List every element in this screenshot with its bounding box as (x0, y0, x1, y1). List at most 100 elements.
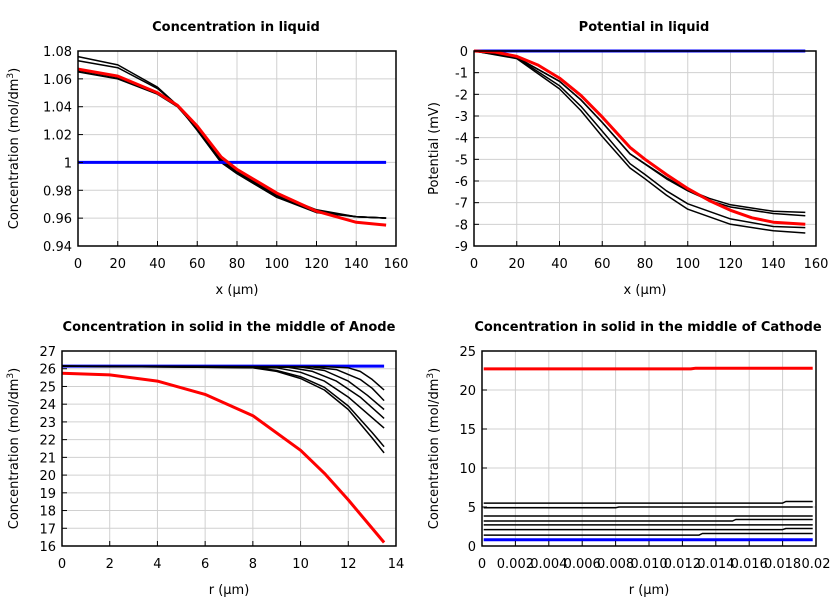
x-tick-label: 0 (58, 557, 66, 572)
y-tick-label: 17 (39, 522, 56, 537)
y-tick-label: -6 (455, 175, 468, 190)
x-tick-label: 100 (675, 257, 700, 272)
x-tick-label: 80 (637, 257, 654, 272)
x-tick-label: 140 (761, 257, 786, 272)
y-tick-label: -2 (455, 88, 468, 103)
x-tick-label: 4 (153, 557, 161, 572)
subplot-2: 0 20 40 60 80 100 120 140 160 -9 -8 -7 -6 -5 -4 -3 -2 -1 0… (427, 20, 828, 298)
x-tick-label: 100 (264, 257, 289, 272)
series-line-2 (77, 60, 387, 219)
y-tick-label: 1.02 (43, 129, 72, 144)
x-tick-label: 60 (189, 257, 206, 272)
y-axis-label: Concentration (mol/dm3) (426, 368, 442, 530)
series-line-6 (77, 67, 387, 227)
y-tick-label: -3 (455, 110, 468, 125)
x-tick-label: 140 (344, 257, 369, 272)
x-tick-label: 120 (718, 257, 743, 272)
y-axis-label-end: ) (7, 368, 22, 373)
x-tick-label: 20 (109, 257, 126, 272)
y-axis-label-text: Concentration (mol/dm (427, 379, 442, 530)
y-tick-label: 24 (39, 398, 56, 413)
y-axis-label-text: Potential (mV) (427, 102, 442, 195)
x-tick-label: 0.012 (664, 557, 701, 572)
y-tick-label: 0.96 (43, 212, 72, 227)
y-tick-label: 1.08 (43, 45, 72, 60)
x-axis-label: r (µm) (629, 583, 670, 598)
x-tick-label: 6 (201, 557, 209, 572)
x-tick-label: 60 (594, 257, 611, 272)
x-tick-label: 10 (292, 557, 309, 572)
chart-title: Concentration in solid in the middle of … (474, 320, 822, 335)
x-tick-label: 0.018 (764, 557, 801, 572)
subplot-3: 0 2 4 6 8 10 12 14161718192021222324252627Conce… (6, 320, 404, 598)
x-tick-label: 160 (804, 257, 829, 272)
y-tick-label: -1 (455, 67, 468, 82)
subplot-4: 0 0.0020.0040.0060.0080.0100.0120.0140.01… (426, 320, 830, 598)
chart-title: Potential in liquid (579, 20, 710, 35)
series-line-2 (473, 50, 806, 217)
y-tick-label: 25 (39, 380, 56, 395)
x-tick-label: 0.014 (697, 557, 734, 572)
y-axis-label-sup: 3 (6, 373, 16, 379)
chart-title: Concentration in solid in the middle of … (63, 320, 396, 335)
x-tick-label: 14 (388, 557, 405, 572)
y-axis-label: Concentration (mol/dm3) (6, 368, 22, 530)
y-tick-label: 18 (39, 505, 56, 520)
series-line-9 (61, 371, 386, 544)
x-tick-label: 0 (74, 257, 82, 272)
y-axis-label-sup: 3 (426, 373, 436, 379)
x-tick-label: 80 (229, 257, 246, 272)
y-tick-label: 5 (468, 501, 476, 516)
y-tick-label: 0.98 (43, 184, 72, 199)
series-line-4 (473, 50, 806, 234)
series-line-3 (473, 50, 806, 229)
y-tick-label: 26 (39, 363, 56, 378)
y-axis-label-sup: 3 (6, 73, 16, 79)
y-tick-label: -8 (455, 218, 468, 233)
chart-title: Concentration in liquid (152, 20, 320, 35)
x-tick-label: 0 (470, 257, 478, 272)
x-tick-label: 0.002 (497, 557, 534, 572)
series-line-7 (61, 365, 385, 448)
x-tick-label: 40 (149, 257, 166, 272)
y-axis-label-text: Concentration (mol/dm (7, 79, 22, 230)
y-tick-label: 0 (468, 540, 476, 555)
x-tick-label: 160 (384, 257, 409, 272)
series-line-7 (483, 532, 813, 536)
y-axis-label-end: ) (427, 368, 442, 373)
x-tick-label: 8 (249, 557, 257, 572)
y-tick-label: -5 (455, 153, 468, 168)
x-tick-label: 0.008 (597, 557, 634, 572)
y-axis-label-end: ) (7, 68, 22, 73)
y-axis-label: Potential (mV) (427, 102, 442, 195)
series-line-1 (483, 500, 813, 504)
y-tick-label: 15 (459, 423, 476, 438)
y-tick-label: 1.06 (43, 73, 72, 88)
series-line-6 (473, 49, 806, 226)
x-tick-label: 0.006 (564, 557, 601, 572)
x-tick-label: 120 (304, 257, 329, 272)
x-tick-label: 0.004 (530, 557, 567, 572)
series-line-4 (483, 518, 813, 522)
series-line-6 (483, 527, 813, 531)
y-tick-label: 1 (64, 156, 72, 171)
y-tick-label: 20 (39, 469, 56, 484)
y-tick-label: 27 (39, 345, 56, 360)
x-tick-label: 0 (478, 557, 486, 572)
y-tick-label: 16 (39, 540, 56, 555)
y-tick-label: 22 (39, 434, 56, 449)
x-tick-label: 0.016 (731, 557, 768, 572)
x-axis-label: r (µm) (209, 583, 250, 598)
x-axis-label: x (µm) (624, 283, 667, 298)
y-tick-label: 0.94 (43, 240, 72, 255)
y-axis-label-text: Concentration (mol/dm (7, 379, 22, 530)
y-tick-label: -4 (455, 132, 468, 147)
x-tick-label: 20 (508, 257, 525, 272)
series-line-9 (483, 366, 813, 371)
y-tick-label: -7 (455, 197, 468, 212)
x-axis-label: x (µm) (216, 283, 259, 298)
series-line-3 (77, 71, 387, 219)
series-line-2 (483, 506, 813, 509)
y-tick-label: -9 (455, 240, 468, 255)
